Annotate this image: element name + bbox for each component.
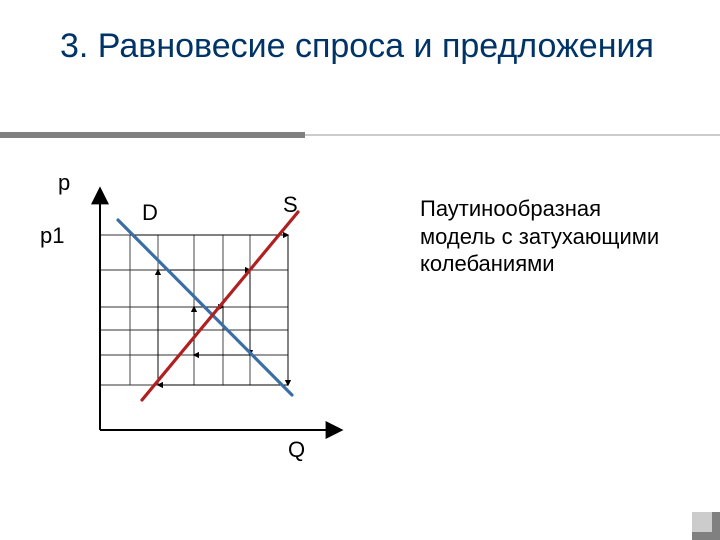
corner-notch-icon (692, 512, 720, 540)
supply-label: S (283, 192, 298, 218)
slide-title: 3. Равновесие спроса и предложения (60, 25, 660, 68)
diagram-caption: Паутинообразная модель с затухающими кол… (420, 195, 680, 278)
demand-label: D (142, 200, 158, 226)
y-axis-label: p (58, 170, 70, 196)
cobweb-chart: p p1 D S Q (40, 170, 380, 480)
accent-rule (0, 130, 720, 140)
x-axis-label: Q (288, 437, 305, 463)
p1-label: p1 (40, 223, 64, 249)
